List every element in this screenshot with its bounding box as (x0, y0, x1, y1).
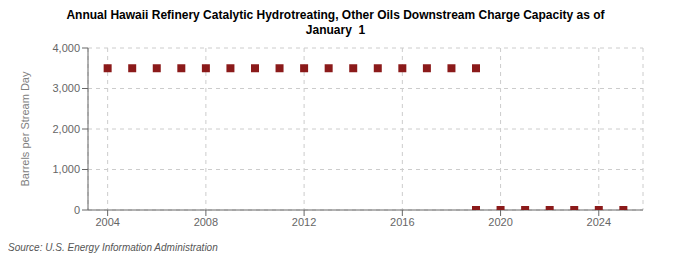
svg-text:2016: 2016 (390, 216, 414, 228)
svg-text:1,000: 1,000 (52, 163, 80, 175)
svg-text:2004: 2004 (95, 216, 119, 228)
svg-text:2008: 2008 (194, 216, 218, 228)
html-text:Source: U.S. Energy Informatio: Source: U.S. Energy Information Administ… (8, 242, 218, 253)
svg-text:Barrels per Stream Day: Barrels per Stream Day (19, 71, 31, 186)
html-text:January 1: January 1 (305, 23, 366, 37)
svg-text:3,000: 3,000 (52, 82, 80, 94)
svg-text:2020: 2020 (488, 216, 512, 228)
svg-text:2024: 2024 (587, 216, 611, 228)
svg-text:2,000: 2,000 (52, 123, 80, 135)
svg-text:0: 0 (74, 204, 80, 216)
svg-text:2012: 2012 (292, 216, 316, 228)
html-text:Annual Hawaii Refinery Catalyt: Annual Hawaii Refinery Catalytic Hydrotr… (66, 8, 605, 22)
svg-text:4,000: 4,000 (52, 42, 80, 54)
